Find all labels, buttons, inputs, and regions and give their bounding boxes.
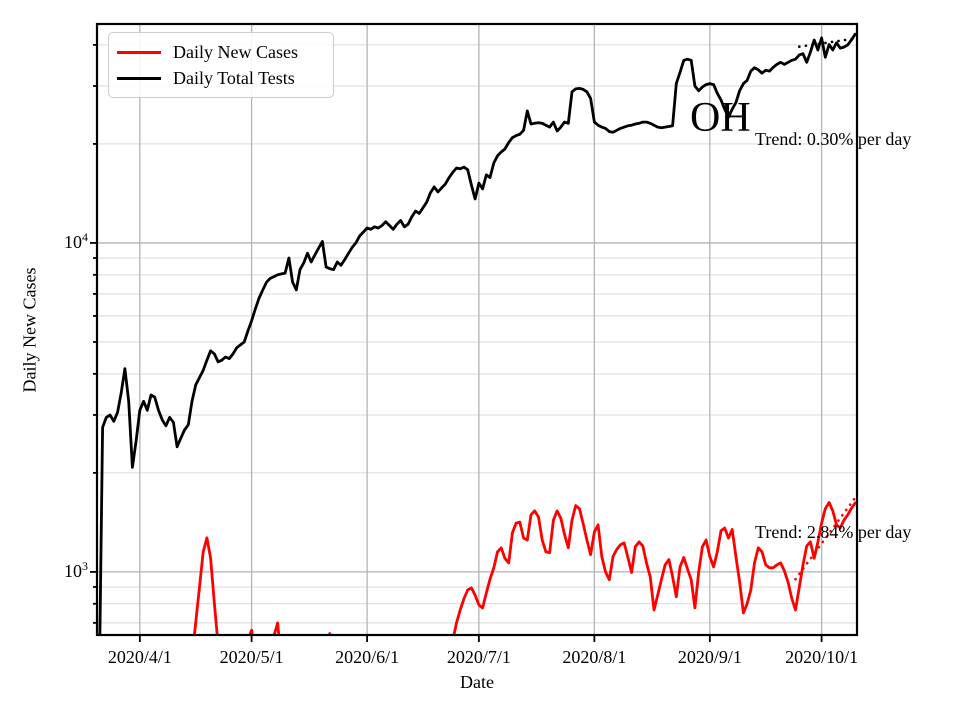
minor-gridlines [97,44,857,624]
data-series [98,32,857,635]
legend-label-tests: Daily Total Tests [173,67,295,88]
major-gridlines [97,24,857,635]
legend-entry-cases: Daily New Cases [117,39,323,65]
x-axis-title: Date [460,672,494,692]
tests-trend-annotation: Trend: 0.30% per day [755,129,912,149]
black-line-swatch-icon [117,76,161,80]
y-axis-title: Daily New Cases [19,267,40,393]
x-tick-label: 2020/9/1 [678,647,742,667]
cases-trend-annotation: Trend: 2.84% per day [755,522,912,542]
legend: Daily New Cases Daily Total Tests [108,32,334,98]
legend-label-cases: Daily New Cases [173,41,298,62]
x-tick-label: 2020/10/1 [785,647,858,667]
series-tests-trend-fit [797,37,857,49]
x-tick-label: 2020/8/1 [562,647,626,667]
y-tick-label-1e3: 103 [64,559,88,581]
x-tick-label: 2020/6/1 [335,647,399,667]
y-tick-label-1e4: 104 [64,230,88,252]
series-daily-new-cases [192,501,857,635]
x-tick-label: 2020/7/1 [447,647,511,667]
plot-border [95,22,859,637]
x-tick-label: 2020/4/1 [108,647,172,667]
red-line-swatch-icon [117,50,161,54]
legend-entry-tests: Daily Total Tests [117,65,323,91]
x-tick-labels: 2020/4/1 2020/5/1 2020/6/1 2020/7/1 2020/8/1… [108,647,858,667]
series-daily-total-tests [98,32,857,635]
x-tick-label: 2020/5/1 [220,647,284,667]
state-annotation: OH [690,95,751,141]
